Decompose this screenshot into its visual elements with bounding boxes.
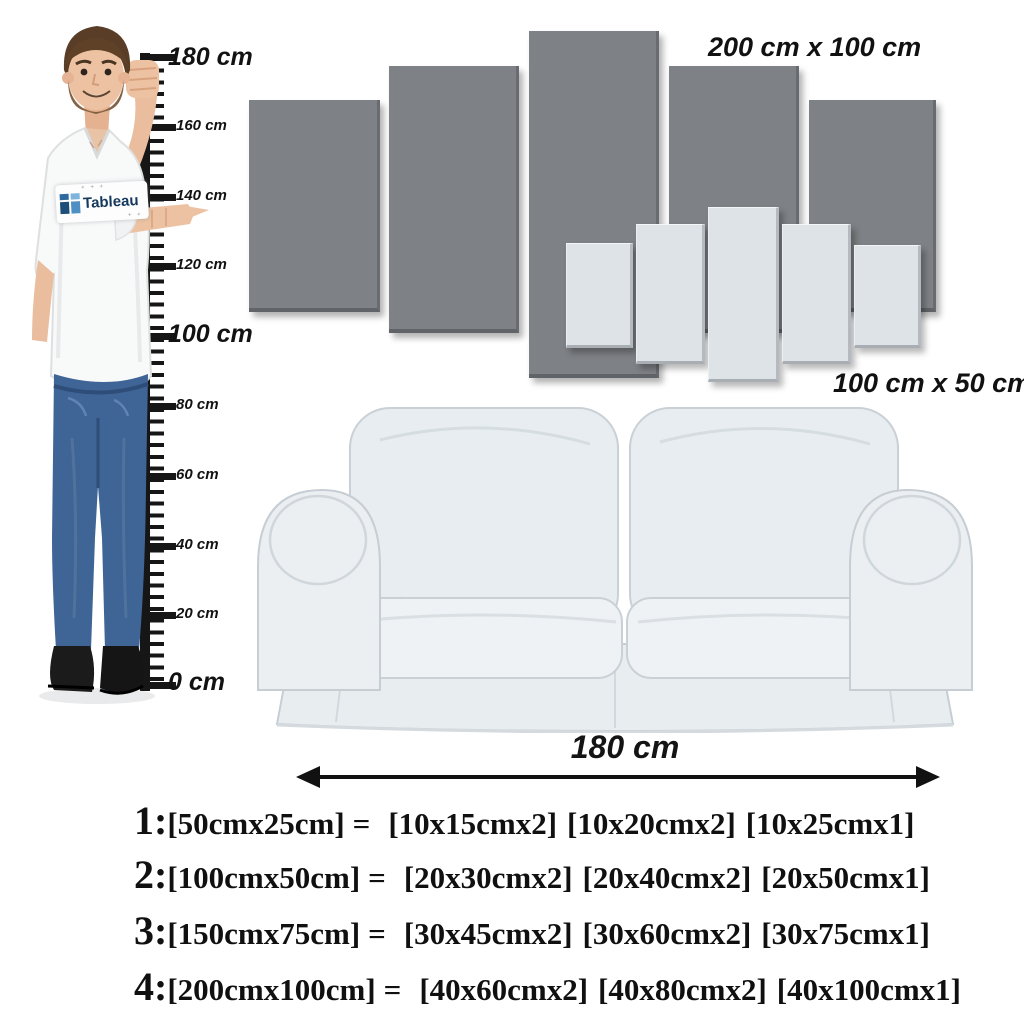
size-option-row-4: 4:[200cmx100cm] = [40x60cmx2] [40x80cmx2] [4… bbox=[134, 963, 961, 1010]
small-panel-2 bbox=[636, 224, 705, 364]
option-panel-size: [20x30cmx2] bbox=[403, 860, 573, 895]
ruler-label-40: 40 cm bbox=[176, 536, 219, 553]
large-panel-1 bbox=[249, 100, 380, 312]
option-total-size: [50cmx25cm] bbox=[167, 806, 345, 841]
arrow-right-icon bbox=[916, 766, 940, 788]
ruler-label-20: 20 cm bbox=[176, 605, 219, 622]
large-set-size-label: 200 cm x 100 cm bbox=[708, 32, 922, 62]
option-total-size: [100cmx50cm] bbox=[167, 860, 361, 895]
dimension-arrow-line bbox=[318, 775, 918, 779]
option-number: 3: bbox=[134, 908, 168, 953]
option-panel-size: [30x75cmx1] bbox=[761, 916, 931, 951]
option-panel-size: [40x80cmx2] bbox=[598, 972, 767, 1007]
small-panel-5 bbox=[854, 245, 921, 348]
small-panel-1 bbox=[566, 243, 633, 348]
option-panel-size: [10x15cmx2] bbox=[388, 806, 558, 841]
logo-ornament-top: + + + bbox=[81, 183, 106, 192]
sofa-illustration bbox=[257, 407, 973, 733]
sofa-width-label: 180 cm bbox=[570, 729, 680, 765]
ruler-label-60: 60 cm bbox=[176, 466, 219, 483]
option-panel-size: [10x20cmx2] bbox=[567, 806, 736, 841]
option-number: 4: bbox=[134, 964, 168, 1009]
ruler-major-tick-40 bbox=[150, 543, 176, 550]
small-panel-4 bbox=[782, 224, 851, 364]
small-panel-3 bbox=[708, 207, 779, 382]
ruler-major-tick-140 bbox=[150, 194, 176, 201]
option-panel-size: [40x100cmx1] bbox=[776, 972, 962, 1007]
ruler-major-tick-180 bbox=[150, 54, 176, 61]
ruler-major-tick-20 bbox=[150, 612, 176, 619]
equals-sign: = bbox=[352, 806, 371, 841]
ruler-major-tick-80 bbox=[150, 403, 176, 410]
option-total-size: [200cmx100cm] bbox=[167, 972, 376, 1007]
ruler-label-100: 100 cm bbox=[168, 320, 253, 348]
man-figure bbox=[32, 26, 209, 704]
ruler-label-0: 0 cm bbox=[168, 668, 225, 696]
logo-ornament-bottom: + + bbox=[127, 211, 143, 219]
option-panel-size: [20x40cmx2] bbox=[582, 860, 752, 895]
tableau-grid-icon bbox=[59, 193, 81, 215]
small-set-size-label: 100 cm x 50 cm bbox=[833, 368, 1024, 398]
size-option-row-1: 1:[50cmx25cm] = [10x15cmx2] [10x20cmx2] [10x… bbox=[134, 797, 915, 844]
option-total-size: [150cmx75cm] bbox=[167, 916, 361, 951]
ruler-major-tick-160 bbox=[150, 124, 176, 131]
ruler-major-tick-100 bbox=[150, 333, 176, 340]
option-panel-size: [30x60cmx2] bbox=[582, 916, 752, 951]
tableau-logo-text: Tableau bbox=[82, 191, 139, 212]
ruler-major-tick-0 bbox=[150, 682, 176, 689]
option-number: 1: bbox=[134, 798, 168, 843]
equals-sign: = bbox=[368, 916, 386, 951]
large-panel-2 bbox=[389, 66, 519, 333]
equals-sign: = bbox=[368, 860, 386, 895]
option-panel-size: [10x25cmx1] bbox=[745, 806, 915, 841]
ruler-label-140: 140 cm bbox=[176, 187, 227, 204]
option-panel-size: [30x45cmx2] bbox=[403, 916, 573, 951]
ruler-label-120: 120 cm bbox=[176, 256, 227, 273]
ruler-label-80: 80 cm bbox=[176, 396, 219, 413]
arrow-left-icon bbox=[296, 766, 320, 788]
equals-sign: = bbox=[383, 972, 402, 1007]
ruler-label-160: 160 cm bbox=[176, 117, 227, 134]
option-panel-size: [20x50cmx1] bbox=[761, 860, 931, 895]
ruler-label-180: 180 cm bbox=[168, 43, 253, 71]
ruler-major-tick-60 bbox=[150, 473, 176, 480]
option-number: 2: bbox=[134, 852, 168, 897]
size-option-row-2: 2:[100cmx50cm] = [20x30cmx2] [20x40cmx2] [20… bbox=[134, 851, 930, 898]
ruler-major-tick-120 bbox=[150, 263, 176, 270]
size-option-row-3: 3:[150cmx75cm] = [30x45cmx2] [30x60cmx2] [30… bbox=[134, 907, 930, 954]
tableau-logo: + + + Tableau + + bbox=[55, 180, 149, 224]
option-panel-size: [40x60cmx2] bbox=[419, 972, 589, 1007]
